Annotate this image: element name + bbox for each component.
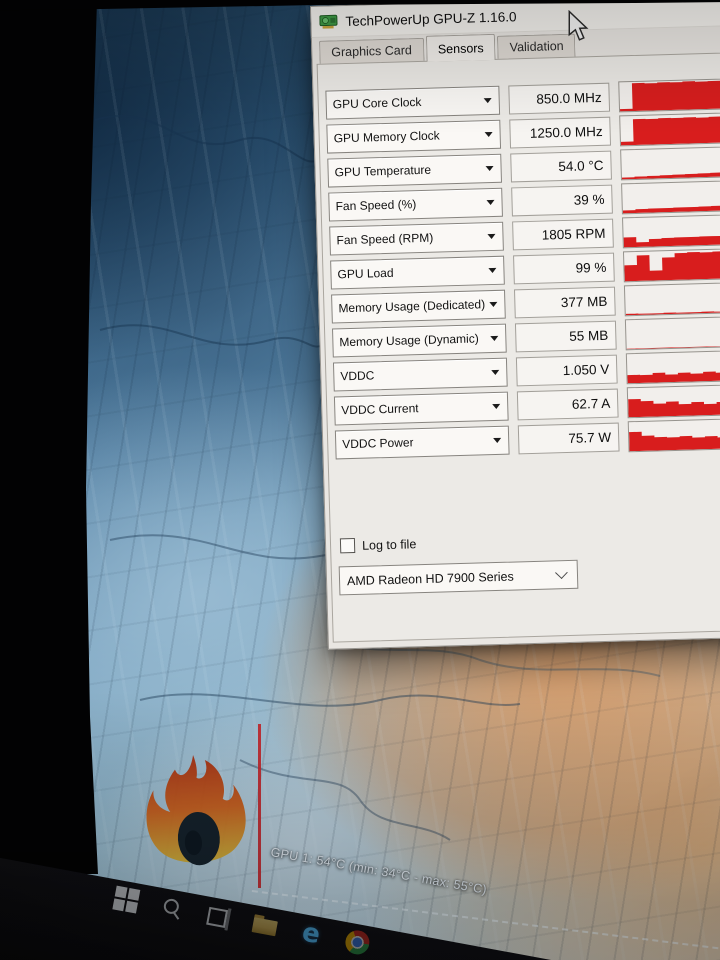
gpuz-logo-icon <box>319 14 338 29</box>
sensor-value: 1805 RPM <box>512 218 614 250</box>
log-to-file-label: Log to file <box>361 536 417 553</box>
sensor-select-gpu-temperature[interactable]: GPU Temperature <box>327 153 502 188</box>
sensor-row: VDDC 1.050 V <box>326 345 720 393</box>
tab-validation[interactable]: Validation <box>497 33 576 60</box>
sensor-select-vddc[interactable]: VDDC <box>332 357 508 391</box>
sensor-select-gpu-memory-clock[interactable]: GPU Memory Clock <box>326 119 502 154</box>
sensor-graph <box>618 75 720 112</box>
dropdown-arrow-icon <box>492 403 501 409</box>
dropdown-arrow-icon <box>490 335 499 341</box>
dropdown-arrow-icon <box>489 301 498 307</box>
sensor-rows: GPU Core Clock 850.0 MHz GPU Memory Cloc… <box>318 51 720 462</box>
sensor-value: 55 MB <box>514 320 617 352</box>
sensor-graph <box>625 347 720 384</box>
mouse-cursor-icon <box>568 10 589 41</box>
sensor-graph <box>626 381 720 418</box>
sensor-value: 1250.0 MHz <box>509 116 612 148</box>
sensor-select-gpu-core-clock[interactable]: GPU Core Clock <box>325 85 501 120</box>
sensor-select-memory-usage-dynamic[interactable]: Memory Usage (Dynamic) <box>331 323 507 357</box>
sensor-row: GPU Core Clock 850.0 MHz <box>318 74 720 122</box>
dropdown-arrow-icon <box>488 267 497 273</box>
sensor-row: VDDC Power 75.7 W <box>328 413 720 461</box>
sensor-graph <box>627 415 720 452</box>
sensor-value: 54.0 °C <box>510 150 612 182</box>
task-view-icon[interactable] <box>202 900 235 933</box>
sensors-panel: GPU Core Clock 850.0 MHz GPU Memory Cloc… <box>316 49 720 643</box>
chevron-down-icon <box>555 566 568 580</box>
sensor-select-vddc-power[interactable]: VDDC Power <box>334 425 510 459</box>
file-explorer-icon[interactable] <box>249 909 282 942</box>
dropdown-arrow-icon <box>485 165 494 171</box>
sensor-graph <box>622 211 720 248</box>
sensor-row: Fan Speed (RPM) 1805 RPM <box>322 209 720 257</box>
window-title: TechPowerUp GPU-Z 1.16.0 <box>345 8 517 29</box>
sensor-select-gpu-load[interactable]: GPU Load <box>330 255 505 290</box>
log-to-file-row: Log to file <box>339 524 720 554</box>
sensor-value: 99 % <box>513 252 615 284</box>
sensor-row: VDDC Current 62.7 A <box>327 379 720 427</box>
sensor-select-fan-speed-rpm[interactable]: Fan Speed (RPM) <box>329 221 504 256</box>
sensor-value: 75.7 W <box>517 422 620 454</box>
sensor-row: Memory Usage (Dedicated) 377 MB <box>324 277 720 325</box>
dropdown-arrow-icon <box>487 233 496 239</box>
chrome-browser-icon[interactable] <box>341 926 374 959</box>
search-icon[interactable] <box>156 892 189 925</box>
sensor-row: GPU Memory Clock 1250.0 MHz <box>319 107 720 155</box>
sensor-graph <box>623 279 720 316</box>
sensor-graph <box>621 177 720 214</box>
sensor-value: 1.050 V <box>515 354 618 386</box>
start-button-windows-icon[interactable] <box>110 883 143 916</box>
sensor-row: GPU Load 99 % <box>323 243 720 291</box>
edge-browser-icon[interactable]: e <box>299 917 323 951</box>
title-bar[interactable]: TechPowerUp GPU-Z 1.16.0 <box>311 0 720 38</box>
log-to-file-checkbox[interactable] <box>339 537 356 554</box>
dropdown-arrow-icon <box>491 369 500 375</box>
tab-sensors[interactable]: Sensors <box>425 33 497 62</box>
sensor-row: Fan Speed (%) 39 % <box>321 175 720 223</box>
sensor-row: GPU Temperature 54.0 °C <box>320 141 720 189</box>
sensor-select-vddc-current[interactable]: VDDC Current <box>333 391 509 425</box>
monitor-bezel <box>0 0 98 874</box>
sensor-value: 39 % <box>511 184 613 216</box>
dropdown-arrow-icon <box>486 199 495 205</box>
sensor-graph <box>619 109 720 146</box>
sensor-value: 62.7 A <box>516 388 619 420</box>
device-name: AMD Radeon HD 7900 Series <box>346 569 514 588</box>
device-selector-dropdown[interactable]: AMD Radeon HD 7900 Series <box>338 559 579 596</box>
sensor-select-fan-speed-pct[interactable]: Fan Speed (%) <box>328 187 503 222</box>
wallpaper-red-line <box>258 724 261 888</box>
sensor-graph <box>620 143 720 180</box>
sensor-row: Memory Usage (Dynamic) 55 MB <box>325 311 720 359</box>
sensor-value: 377 MB <box>513 286 616 318</box>
dropdown-arrow-icon <box>483 97 492 103</box>
gpuz-window: TechPowerUp GPU-Z 1.16.0 Graphics Card S… <box>310 0 720 650</box>
sensor-select-memory-usage-dedicated[interactable]: Memory Usage (Dedicated) <box>331 289 506 324</box>
flame-icon <box>146 755 246 866</box>
sensor-graph <box>622 245 720 282</box>
dropdown-arrow-icon <box>493 437 502 443</box>
dropdown-arrow-icon <box>484 131 493 137</box>
sensor-value: 850.0 MHz <box>508 82 611 114</box>
sensor-graph <box>624 313 720 350</box>
